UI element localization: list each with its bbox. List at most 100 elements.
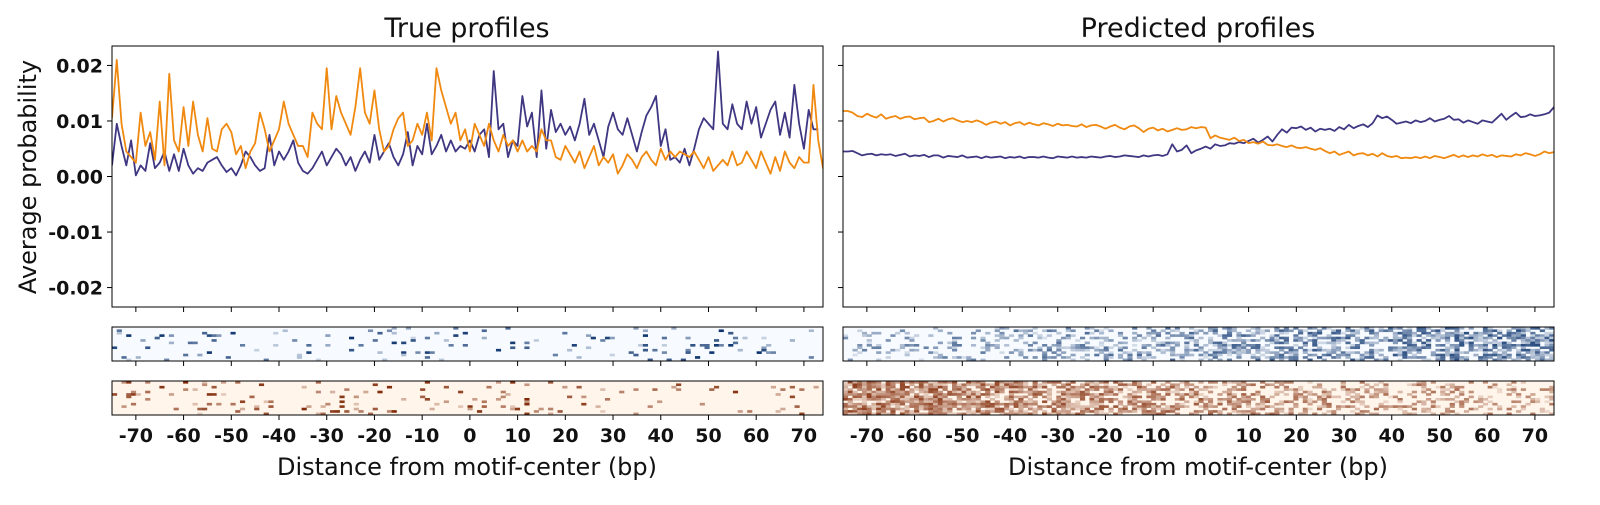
right-heatmap-orange-cell: [1070, 390, 1076, 394]
right-heatmap-blue-cell: [1421, 327, 1427, 330]
right-heatmap-blue-cell: [1459, 351, 1465, 354]
right-heatmap-blue-cell: [947, 346, 953, 350]
right-heatmap-orange-cell: [909, 412, 915, 416]
right-heatmap-orange-cell: [909, 390, 915, 394]
right-heatmap-blue-cell: [1236, 346, 1242, 350]
right-heatmap-orange-cell: [1440, 398, 1446, 401]
right-heatmap-orange-cell: [1046, 388, 1052, 391]
right-heatmap-blue-cell: [1539, 334, 1545, 337]
left-heatmap-orange-cell: [604, 398, 611, 401]
right-heatmap-orange-cell: [1430, 402, 1436, 406]
left-heatmap-orange-cell: [315, 412, 321, 416]
right-heatmap-orange-cell: [947, 390, 953, 394]
right-heatmap-orange-cell: [1098, 412, 1105, 416]
left-heatmap-blue-cell: [718, 329, 724, 333]
right-heatmap-blue-cell: [876, 358, 882, 362]
right-heatmap-orange-cell: [1274, 385, 1280, 389]
right-heatmap-orange-cell: [923, 393, 929, 396]
right-heatmap-orange-cell: [970, 412, 977, 416]
right-heatmap-blue-cell: [847, 358, 853, 362]
right-heatmap-blue-cell: [1132, 348, 1138, 352]
right-heatmap-blue-cell: [1307, 339, 1313, 342]
left-heatmap-orange-cell: [775, 410, 781, 413]
right-heatmap-orange-cell: [1440, 385, 1446, 389]
left-heatmap-orange-cell: [538, 407, 544, 411]
right-heatmap-blue-cell: [1335, 353, 1342, 357]
left-heatmap-blue-cell: [510, 346, 516, 350]
right-heatmap-blue-cell: [952, 348, 958, 352]
right-heatmap-blue-cell: [980, 336, 986, 340]
right-heatmap-orange-cell: [1146, 410, 1152, 413]
right-heatmap-blue-cell: [1478, 358, 1484, 362]
right-heatmap-blue-cell: [1511, 344, 1517, 347]
right-heatmap-blue-cell: [1018, 336, 1024, 340]
right-heatmap-orange-cell: [899, 410, 906, 413]
right-heatmap-blue-cell: [1193, 348, 1199, 352]
right-heatmap-orange-cell: [1207, 390, 1214, 394]
right-heatmap-orange-cell: [966, 407, 972, 411]
right-heatmap-blue-cell: [1070, 334, 1076, 337]
left-heatmap-blue-cell: [424, 351, 430, 354]
right-heatmap-orange-cell: [975, 412, 981, 416]
right-heatmap-orange-cell: [1136, 405, 1143, 408]
right-heatmap-blue-cell: [1165, 336, 1171, 340]
right-heatmap-blue-cell: [1544, 341, 1550, 345]
right-heatmap-blue-cell: [1226, 348, 1233, 352]
right-heatmap-blue-cell: [1122, 351, 1128, 354]
left-heatmap-orange-cell: [330, 410, 336, 413]
right-heatmap-blue-cell: [937, 329, 943, 333]
right-heatmap-blue-cell: [1170, 348, 1176, 352]
right-heatmap-orange-cell: [1103, 398, 1109, 401]
right-heatmap-orange-cell: [1260, 402, 1266, 406]
right-heatmap-orange-cell: [1061, 385, 1067, 389]
left-heatmap-orange-cell: [367, 412, 374, 416]
right-heatmap-blue-cell: [1061, 346, 1067, 350]
right-heatmap-blue-cell: [1402, 334, 1408, 337]
left-heatmap-orange-cell: [505, 393, 511, 396]
left-heatmap-blue-cell: [424, 356, 430, 359]
right-heatmap-orange-cell: [852, 383, 858, 387]
right-heatmap-blue-cell: [1345, 341, 1351, 345]
right-heatmap-blue-cell: [1236, 331, 1242, 335]
right-heatmap-blue-cell: [909, 348, 915, 352]
right-heatmap-orange-cell: [989, 385, 996, 389]
left-heatmap-orange-cell: [600, 410, 606, 413]
right-heatmap-orange-cell: [1032, 402, 1038, 406]
right-heatmap-blue-cell: [857, 344, 863, 347]
right-heatmap-blue-cell: [1312, 327, 1318, 330]
right-heatmap-blue-cell: [1217, 346, 1223, 350]
right-heatmap-orange-cell: [1312, 385, 1318, 389]
right-heatmap-blue-cell: [1492, 353, 1498, 357]
right-heatmap-orange-cell: [1032, 385, 1038, 389]
right-heatmap-orange-cell: [1018, 398, 1024, 401]
right-heatmap-orange-cell: [1155, 407, 1161, 411]
right-heatmap-orange-cell: [876, 395, 882, 399]
right-heatmap-blue-cell: [1549, 344, 1555, 347]
right-heatmap-blue-cell: [1501, 341, 1507, 345]
right-heatmap-orange-xtick-label: -50: [945, 425, 979, 447]
right-heatmap-blue-cell: [1426, 346, 1432, 350]
right-heatmap-orange-cell: [843, 395, 849, 399]
right-heatmap-orange-cell: [1080, 405, 1086, 408]
right-heatmap-blue-cell: [1402, 329, 1408, 333]
right-heatmap-blue-cell: [866, 334, 872, 337]
right-heatmap-blue-cell: [1165, 331, 1171, 335]
right-heatmap-orange-cell: [1226, 393, 1233, 396]
right-heatmap-orange-cell: [861, 407, 868, 411]
right-heatmap-blue-cell: [1274, 329, 1280, 333]
right-heatmap-orange-cell: [1207, 410, 1214, 413]
left-heatmap-orange-cell: [652, 388, 658, 391]
right-heatmap-blue-cell: [1449, 358, 1455, 362]
right-heatmap-blue-cell: [1544, 336, 1550, 340]
right-heatmap-blue-cell: [1454, 346, 1460, 350]
right-heatmap-blue-cell: [1046, 356, 1052, 359]
right-heatmap-orange-cell: [1165, 405, 1171, 408]
right-heatmap-orange-cell: [885, 388, 891, 391]
right-heatmap-orange-cell: [1274, 390, 1280, 394]
right-heatmap-blue-cell: [852, 353, 858, 357]
right-heatmap-blue-cell: [1454, 348, 1460, 352]
right-heatmap-orange-cell: [1065, 405, 1071, 408]
right-heatmap-blue-cell: [1440, 327, 1446, 330]
right-heatmap-blue-cell: [1184, 341, 1190, 345]
right-heatmap-blue-cell: [1487, 334, 1493, 337]
